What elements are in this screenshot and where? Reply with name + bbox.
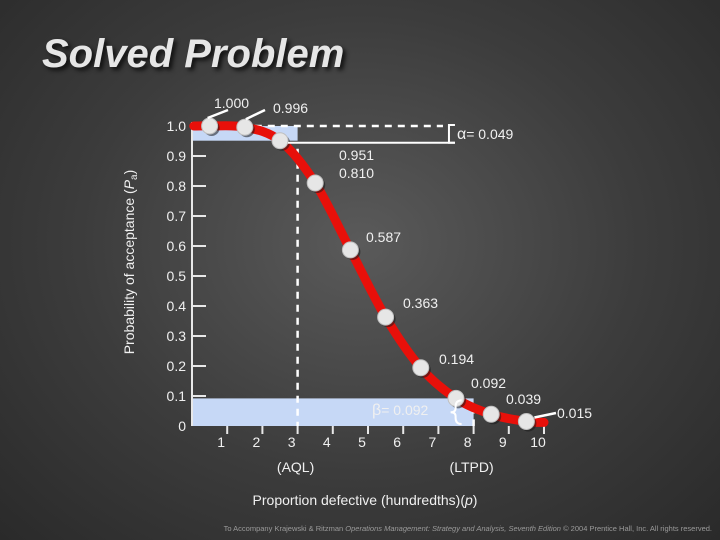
point-value-label: 0.951 — [339, 147, 374, 163]
y-tick-label: 0.3 — [167, 328, 187, 344]
y-tick-label: 0.8 — [167, 178, 187, 194]
y-tick-label: 0.2 — [167, 358, 187, 374]
y-tick-label: 0.9 — [167, 148, 187, 164]
labels: 1.000 0.9960.9510.8100.5870.3630.1940.092… — [121, 95, 592, 508]
ltpd-label: (LTPD) — [450, 459, 494, 475]
y-tick-label: 0.4 — [167, 298, 187, 314]
x-axis-title-main: Proportion defective (hundredths)( — [253, 492, 466, 508]
y-tick-label: 1.0 — [167, 118, 187, 134]
data-point — [377, 308, 395, 326]
alpha-label: α= 0.049 — [457, 126, 514, 143]
footer-suffix: © 2004 Prentice Hall, Inc. All rights re… — [560, 524, 712, 533]
aql-label: (AQL) — [277, 459, 314, 475]
point-value-label: 0.194 — [439, 351, 474, 367]
footer-copyright: To Accompany Krajewski & Ritzman Operati… — [0, 524, 712, 533]
x-tick-label: 10 — [530, 434, 546, 450]
data-point — [306, 174, 324, 192]
x-tick-label: 6 — [393, 434, 401, 450]
beta-band — [192, 398, 474, 426]
x-tick-label: 2 — [253, 434, 261, 450]
y-tick-label: 0 — [178, 418, 186, 434]
data-point — [517, 413, 535, 430]
data-point — [482, 405, 500, 423]
x-axis-title-end: ) — [473, 492, 478, 508]
x-axis-title-var: p — [464, 492, 473, 508]
markers — [201, 117, 537, 432]
x-tick-label: 1 — [217, 434, 225, 450]
beta-brace — [450, 399, 462, 425]
point-value-label: 0.363 — [403, 295, 438, 311]
y-tick-label: 0.5 — [167, 268, 187, 284]
point-value-label: 0.092 — [471, 375, 506, 391]
x-axis-title: Proportion defective (hundredths)(p) — [253, 492, 478, 508]
x-tick-label: 7 — [429, 434, 437, 450]
data-point — [201, 117, 219, 135]
footer-book-title: Operations Management: Strategy and Anal… — [345, 524, 561, 533]
point-label-leader — [245, 108, 266, 121]
y-tick-label: 0.1 — [167, 388, 187, 404]
point-label-leader — [207, 108, 229, 120]
beta-text: = 0.092 — [381, 402, 428, 418]
y-tick-label: 0.6 — [167, 238, 187, 254]
data-point — [412, 359, 430, 377]
x-tick-label: 8 — [464, 434, 472, 450]
point-value-label: 0.039 — [506, 391, 541, 407]
beta-label: β= 0.092 — [372, 402, 429, 419]
point-value-label: 0.587 — [366, 229, 401, 245]
point-value-label: 0.810 — [339, 165, 374, 181]
point-value-label: 1.000 — [214, 95, 249, 111]
y-axis-title: Probability of acceptance (Pa) — [121, 170, 140, 355]
y-axis-title-main: Probability of acceptance ( — [121, 189, 137, 354]
axes: 0 0.1 0.2 0.3 0.4 0.5 0.6 0.7 0.8 0.9 1.0 1 2 3 4 5 6 7 8 9… — [167, 118, 546, 450]
alpha-bracket — [447, 124, 455, 144]
point-value-label: 0.996 — [273, 100, 308, 116]
data-point — [341, 241, 359, 259]
alpha-text: = 0.049 — [466, 126, 513, 142]
data-point — [271, 132, 289, 150]
point-value-label: 0.015 — [557, 405, 592, 421]
y-axis-title-sub: a — [129, 174, 140, 180]
y-axis-title-end: ) — [121, 170, 137, 175]
x-tick-label: 4 — [323, 434, 331, 450]
y-tick-label: 0.7 — [167, 208, 187, 224]
x-tick-label: 3 — [288, 434, 296, 450]
x-tick-label: 9 — [499, 434, 507, 450]
point-label-leader — [534, 411, 557, 419]
x-tick-label: 5 — [358, 434, 366, 450]
data-point — [236, 118, 254, 136]
alpha-symbol: α — [457, 126, 466, 143]
footer-prefix: To Accompany Krajewski & Ritzman — [223, 524, 346, 533]
slide-title: Solved Problem — [42, 32, 345, 76]
y-axis-title-var: P — [121, 179, 137, 189]
beta-symbol: β — [372, 402, 381, 419]
